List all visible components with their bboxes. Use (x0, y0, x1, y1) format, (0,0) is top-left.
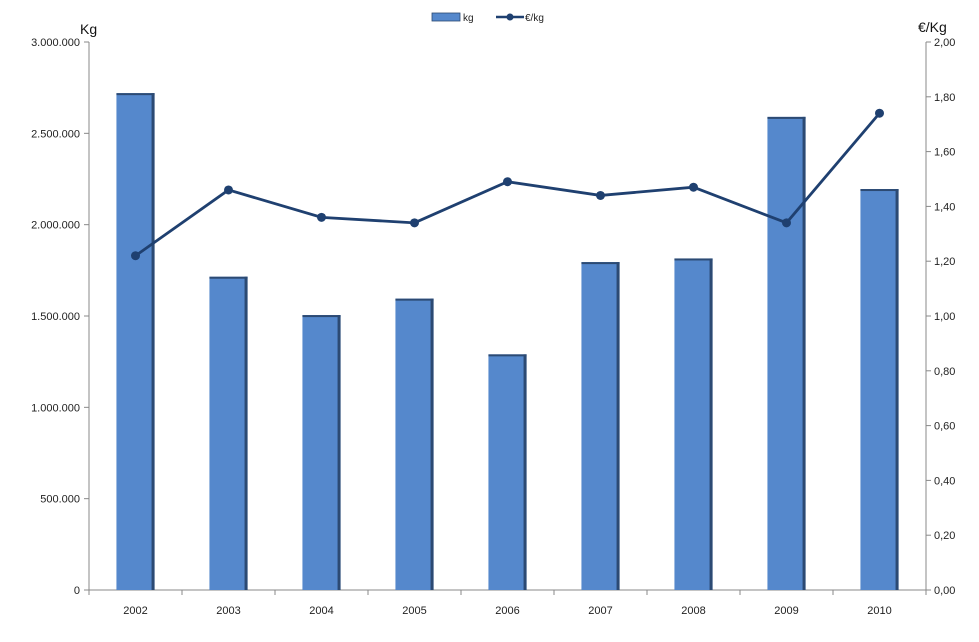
bar-kg (860, 189, 899, 590)
bar-kg-shade (802, 116, 806, 590)
x-tick-label: 2007 (588, 605, 612, 617)
bar-kg (674, 258, 713, 590)
bar-kg-top (395, 298, 434, 301)
legend: kg €/kg (431, 12, 544, 24)
x-tick-label: 2003 (216, 605, 240, 617)
x-tick-label: 2006 (495, 605, 519, 617)
price-point (689, 182, 698, 192)
price-point (410, 218, 419, 228)
bar-kg-shade (709, 258, 713, 590)
legend-label-kg: kg (463, 13, 474, 24)
bar-kg-shade (616, 262, 620, 590)
bar-kg (302, 315, 341, 590)
legend-swatch-kg (431, 12, 461, 22)
x-tick-label: 2008 (681, 605, 705, 617)
price-point (875, 108, 884, 118)
y-left-tick-label: 3.000.000 (31, 37, 80, 49)
bar-kg-shade (523, 354, 527, 590)
bar-kg-shade (895, 189, 899, 590)
axis-labels: Kg €/Kg (80, 19, 947, 37)
axes: 0 500.000 1.000.000 1.500.000 2.000.000 2.500… (31, 37, 955, 617)
legend-label-price: €/kg (525, 13, 544, 24)
bar-kg-top (860, 189, 899, 192)
y-right-tick-label: 1,00 (934, 311, 955, 323)
bar-kg (767, 116, 806, 590)
y-left-tick-label: 2.000.000 (31, 220, 80, 232)
y-right-tick-label: 0,60 (934, 421, 955, 433)
y-right-tick-label: 0,00 (934, 585, 955, 597)
y-right-tick-label: 0,80 (934, 366, 955, 378)
legend-swatch-price-marker (506, 13, 514, 21)
x-tick-label: 2004 (309, 605, 333, 617)
bar-kg-top (488, 354, 527, 357)
y-right-tick-label: 1,80 (934, 92, 955, 104)
bar-kg-top (767, 116, 806, 119)
x-tick-label: 2009 (774, 605, 798, 617)
price-line (131, 108, 884, 261)
y-left-tick-label: 500.000 (40, 494, 80, 506)
y-right-tick-label: 2,00 (934, 37, 955, 49)
bar-kg-shade (151, 93, 155, 590)
y-right-tick-label: 0,40 (934, 475, 955, 487)
x-tick-label: 2002 (123, 605, 147, 617)
bar-kg-top (116, 93, 155, 96)
y-right-tick-label: 1,40 (934, 201, 955, 213)
x-tick-label: 2010 (867, 605, 891, 617)
bar-kg-shade (244, 276, 248, 590)
price-point (782, 218, 791, 228)
bar-kg (395, 298, 434, 590)
y-left-tick-label: 1.000.000 (31, 402, 80, 414)
y-axis-left-title: Kg (80, 21, 97, 37)
y-left-tick-label: 1.500.000 (31, 311, 80, 323)
bar-kg (116, 93, 155, 590)
y-right-tick-label: 0,20 (934, 530, 955, 542)
y-right-tick-label: 1,60 (934, 147, 955, 159)
price-point (503, 177, 512, 187)
x-tick-label: 2005 (402, 605, 426, 617)
price-point (596, 190, 605, 200)
price-point (317, 212, 326, 222)
y-right-tick-label: 1,20 (934, 256, 955, 268)
bar-kg (581, 262, 620, 590)
price-point (131, 251, 140, 261)
bar-kg (209, 276, 248, 590)
bar-kg-shade (337, 315, 341, 590)
bars (116, 93, 899, 590)
bar-kg-top (674, 258, 713, 261)
bar-kg-top (302, 315, 341, 318)
y-left-tick-label: 0 (74, 585, 80, 597)
y-left-tick-label: 2.500.000 (31, 128, 80, 140)
y-axis-right-title: €/Kg (918, 19, 947, 35)
bar-kg-shade (430, 298, 434, 590)
bar-kg-top (581, 262, 620, 265)
price-point (224, 185, 233, 195)
bar-kg-top (209, 276, 248, 279)
bar-kg (488, 354, 527, 590)
